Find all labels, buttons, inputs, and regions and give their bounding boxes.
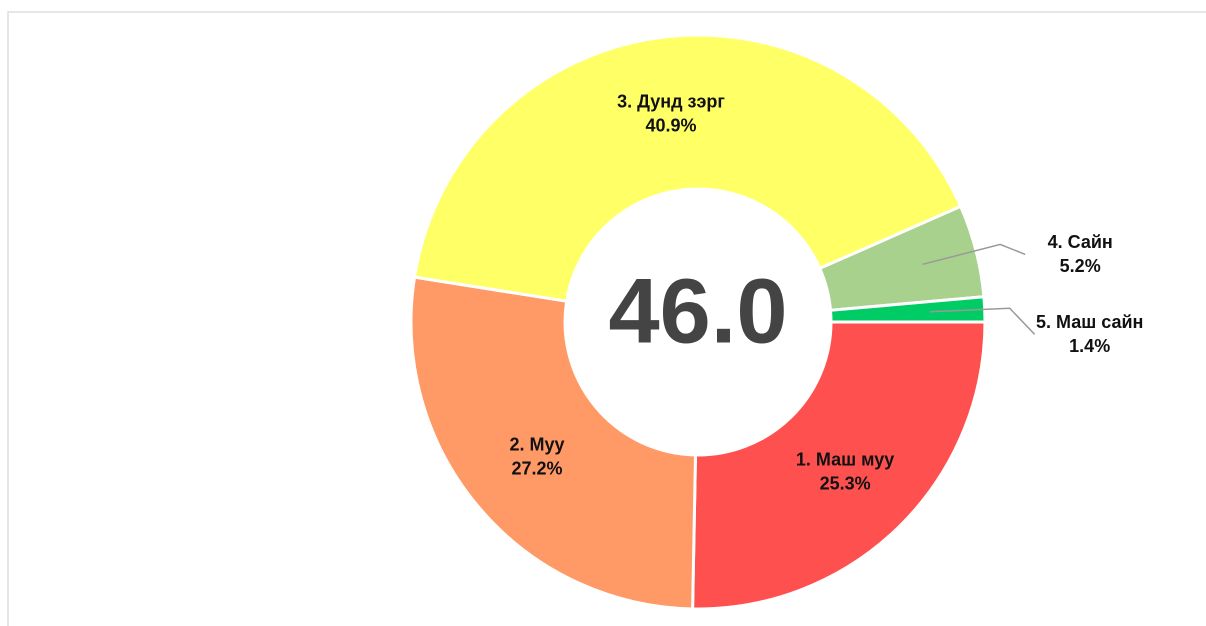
slice-label: 5. Маш сайн: [1036, 312, 1143, 332]
slice-label: 1. Маш муу: [796, 450, 894, 470]
value-label: 40.9%: [646, 115, 697, 135]
slice: [828, 295, 987, 324]
value-label: 25.3%: [820, 474, 871, 494]
slice-label: 3. Дунд зэрг: [617, 91, 725, 111]
value-label: 5.2%: [1060, 256, 1101, 276]
frame: [7, 11, 1206, 626]
value-label: 27.2%: [512, 459, 563, 479]
slice: [412, 33, 963, 303]
leader-line: [922, 243, 1026, 266]
slice: [691, 320, 987, 611]
center-label: 46.0: [608, 260, 787, 362]
slice-label: 2. Муу: [510, 435, 565, 455]
value-label: 1.4%: [1069, 336, 1110, 356]
slice: [409, 275, 698, 611]
slice-label: 4. Сайн: [1048, 232, 1113, 252]
leader-line: [929, 307, 1036, 335]
